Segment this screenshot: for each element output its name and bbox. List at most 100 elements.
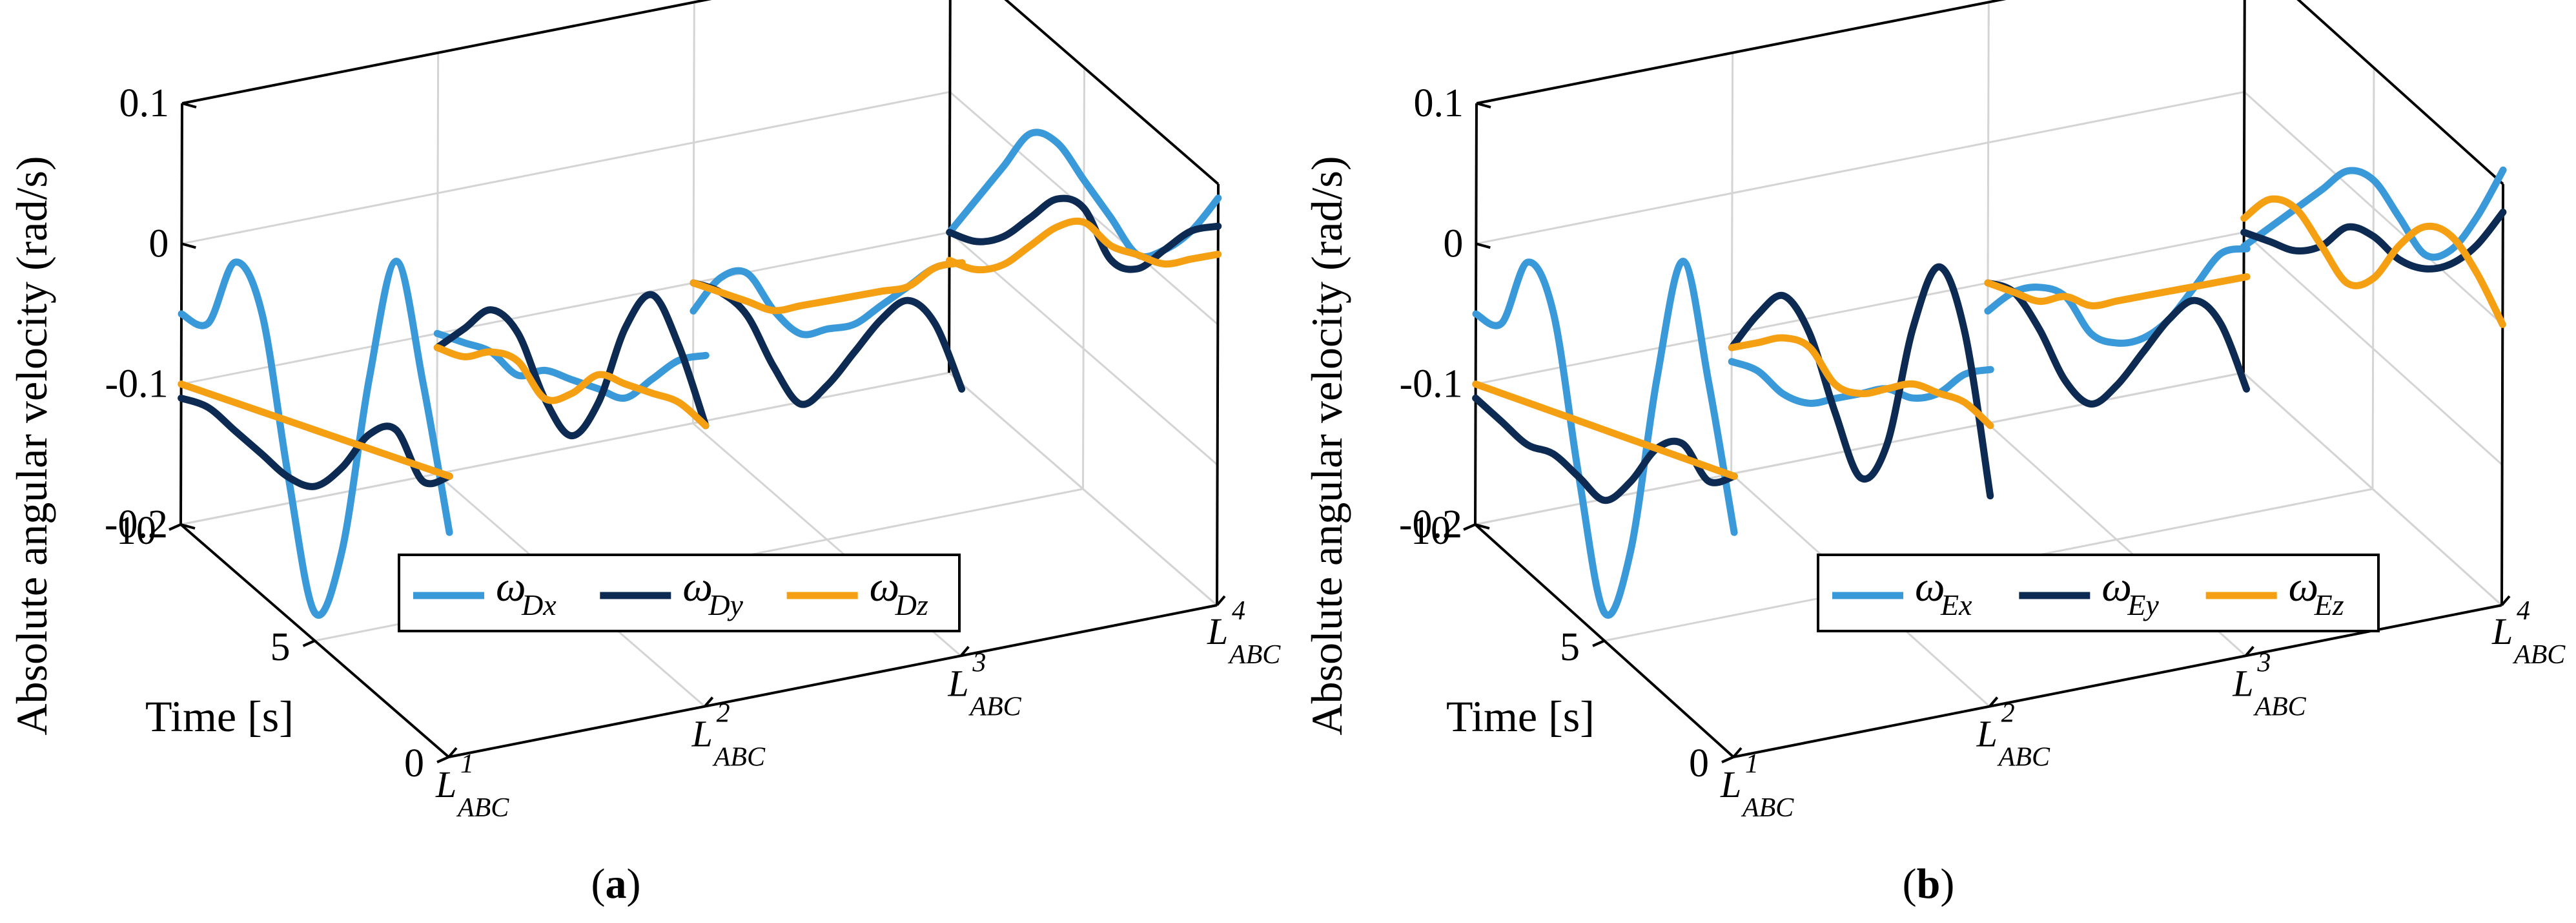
legend-symbol: ω xyxy=(496,563,526,610)
grid-line-back-cat xyxy=(691,2,695,424)
series-line-ωEz-1 xyxy=(1472,380,1738,480)
legend-symbol: ω xyxy=(1915,563,1945,610)
category-label-sub: ABC xyxy=(456,793,509,823)
axis-edge xyxy=(2296,0,2504,185)
series-line-ωDz-2 xyxy=(433,344,710,430)
grid-line-back-z xyxy=(181,231,950,386)
time-tick-label: 0 xyxy=(1689,742,1709,785)
series-line-ωEy-2 xyxy=(1728,263,1994,500)
legend-box xyxy=(1817,554,2380,632)
time-tick-mark xyxy=(1721,756,1734,763)
z-tick-label: -0.2 xyxy=(105,503,168,546)
series-line-ωEz-2 xyxy=(1728,334,1994,430)
series-line-ωDy-4 xyxy=(946,194,1222,273)
time-tick-mark xyxy=(302,639,316,647)
category-label-sup: 2 xyxy=(717,699,730,729)
axis-edge xyxy=(948,0,952,373)
legend-symbol: ω xyxy=(2289,563,2319,610)
category-label-base: L xyxy=(691,713,713,755)
category-tick-mark xyxy=(2500,595,2511,607)
category-label-base: L xyxy=(2491,610,2513,652)
series-line-ωEx-3 xyxy=(1984,245,2251,347)
z-tick-mark xyxy=(1475,523,1490,530)
category-label-sub: ABC xyxy=(712,743,766,773)
category-label-4: L 4 ABC xyxy=(1207,596,1281,670)
category-label-base: L xyxy=(1976,713,1998,755)
legend-subscript: Dy xyxy=(708,588,743,621)
category-label-sub: ABC xyxy=(1227,640,1281,670)
category-label-2: L 2 ABC xyxy=(1976,699,2050,773)
category-label-sup: 1 xyxy=(1745,749,1759,779)
category-tick-mark xyxy=(2244,646,2254,657)
legend-symbol: ω xyxy=(870,563,900,610)
series-line-ωDz-3 xyxy=(690,259,966,315)
category-label-sup: 4 xyxy=(2517,596,2530,626)
axis-edge xyxy=(1476,0,2007,105)
time-tick-mark xyxy=(169,523,181,531)
series-line-ωEy-3 xyxy=(1984,279,2251,408)
category-label-sub: ABC xyxy=(1997,743,2050,773)
time-axis-label: Time [s] xyxy=(145,692,294,741)
data-series xyxy=(178,129,1222,619)
category-label-sup: 3 xyxy=(972,648,986,678)
series-line-ωEx-4 xyxy=(2240,166,2507,261)
z-tick-label: -0.1 xyxy=(1400,362,1463,406)
axis-edge xyxy=(1216,183,1220,606)
legend-subscript: Dz xyxy=(895,588,928,621)
axes-box xyxy=(179,0,1220,758)
category-label-1: L 1 ABC xyxy=(435,749,509,823)
z-tick-label: 0 xyxy=(1443,222,1463,265)
legend: ωEx ωEy ωEz xyxy=(1817,554,2380,632)
category-label-2: L 2 ABC xyxy=(691,699,766,773)
time-tick-label: 10 xyxy=(1411,509,1451,553)
category-label-3: L 3 ABC xyxy=(947,648,1021,721)
series-line-ωEx-1 xyxy=(1472,258,1738,619)
legend-subscript: Ey xyxy=(2127,588,2159,621)
series-line-ωEy-4 xyxy=(2240,209,2507,273)
z-tick-label: -0.1 xyxy=(105,362,169,406)
category-label-sup: 2 xyxy=(2001,699,2015,729)
series-line-ωDy-3 xyxy=(690,279,966,408)
axes-box xyxy=(1474,0,2504,758)
category-label-sub: ABC xyxy=(2512,640,2566,670)
time-tick-mark xyxy=(1592,639,1605,647)
time-tick-label: 10 xyxy=(116,509,156,553)
grid-line-side-time xyxy=(1082,67,1085,490)
time-tick-mark xyxy=(1463,523,1476,531)
z-tick-mark xyxy=(181,102,197,109)
panel-caption: (a) xyxy=(591,860,641,907)
grid-line-back-cat xyxy=(1986,2,1990,424)
grid-lines xyxy=(179,0,1220,758)
time-tick-mark xyxy=(436,756,449,763)
z-tick-label: 0.1 xyxy=(1414,81,1464,125)
category-label-base: L xyxy=(2232,662,2253,704)
legend-subscript: Ez xyxy=(2314,588,2344,621)
panel-caption: (b) xyxy=(1903,860,1955,907)
category-label-base: L xyxy=(1720,763,1741,805)
z-tick-label: 0 xyxy=(148,222,169,265)
time-tick-label: 0 xyxy=(404,742,424,785)
category-label-sup: 3 xyxy=(2256,648,2271,678)
axis-edge xyxy=(1004,0,1220,185)
z-tick-mark xyxy=(180,523,196,530)
legend-symbol: ω xyxy=(2101,563,2132,610)
category-tick-mark xyxy=(704,696,714,707)
time-tick-label: 5 xyxy=(271,625,291,669)
grid-line-back-z xyxy=(181,0,710,105)
category-label-sub: ABC xyxy=(1741,793,1794,823)
time-tick-label: 5 xyxy=(1560,625,1580,669)
grid-line-back-z xyxy=(1475,231,2244,386)
category-label-base: L xyxy=(947,662,968,704)
series-line-ωEz-3 xyxy=(1984,273,2251,309)
z-tick-label: -0.2 xyxy=(1399,503,1462,546)
grid-line-back-z xyxy=(1476,0,2005,105)
category-label-sub: ABC xyxy=(2253,692,2306,721)
axis-edge xyxy=(2500,183,2504,606)
series-line-ωEz-4 xyxy=(2240,195,2506,328)
category-tick-mark xyxy=(1216,595,1226,607)
grid-line-back-z xyxy=(1476,90,2245,245)
legend-symbol: ω xyxy=(682,563,713,610)
series-line-ωDx-2 xyxy=(433,329,710,402)
data-series xyxy=(1472,166,2507,619)
